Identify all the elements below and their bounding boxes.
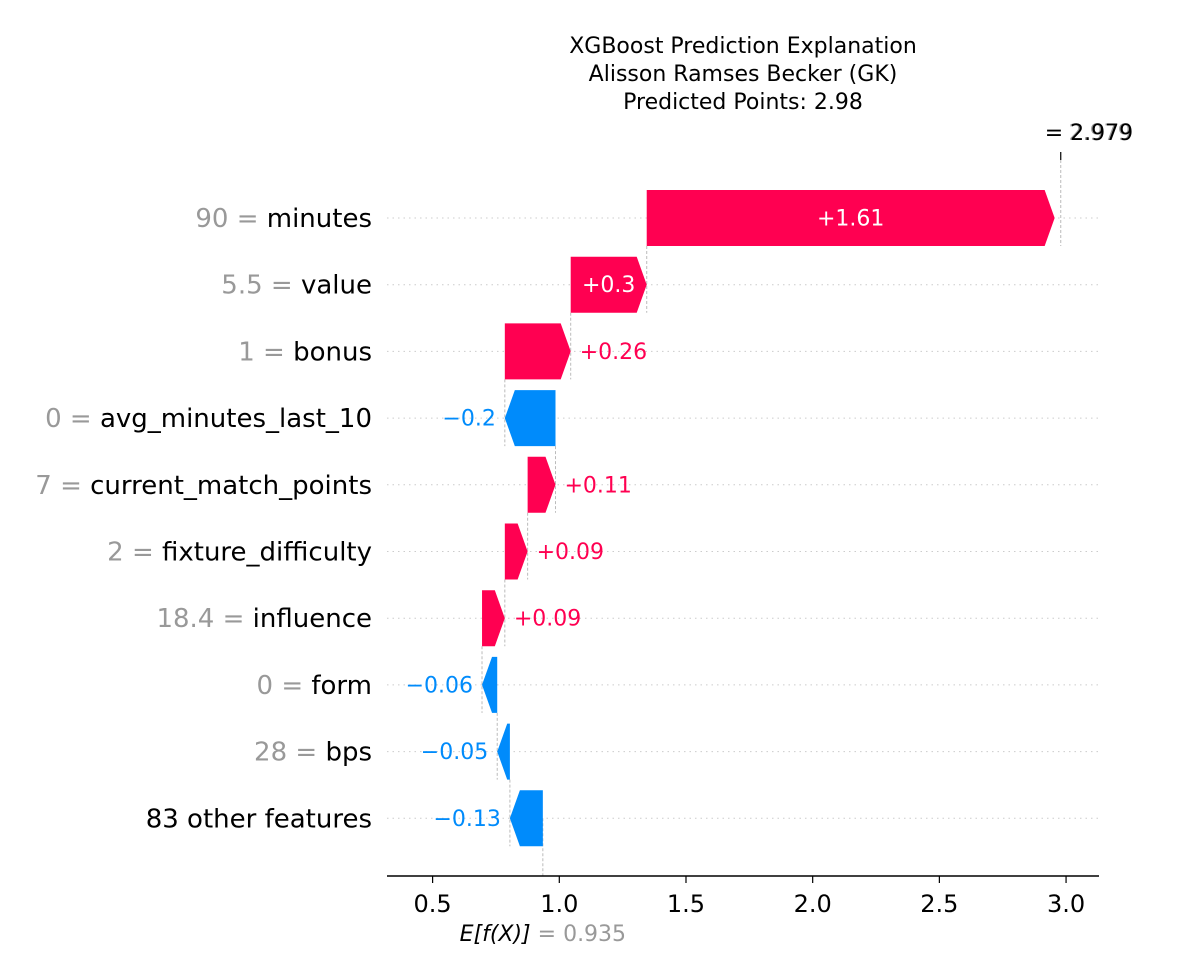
feature-value: 28 = [254,738,325,768]
output-value-label: = 2.979 [1045,121,1133,146]
labels: +1.61 90 = minutes +0.3 5.5 = value +0.26 1 =… [35,204,884,834]
grid-lines [387,217,1099,819]
base-value-label: E[f(X)] = 0.935 [460,922,626,947]
x-axis: 0.5 1.0 1.5 2.0 2.5 3.0E[f(X)] = 0.9352.979= … [387,121,1133,947]
bar-value-label: −0.06 [406,673,473,698]
feature-label: 2 = fixture_difficulty [107,538,372,568]
bar-value-label: +0.3 [582,273,635,298]
waterfall-bar [527,456,556,513]
waterfall-bar [509,790,543,847]
waterfall-bar [504,323,571,380]
bar-value-label: +0.11 [564,473,631,498]
x-tick-label: 3.0 [1047,890,1085,918]
bar-value-label: +0.26 [580,340,647,365]
feature-name: value [301,271,372,301]
feature-name: influence [253,604,372,634]
waterfall-bar [497,723,510,780]
feature-name: 83 other features [146,804,372,834]
bar-value-label: +1.61 [817,207,884,232]
feature-value: 5.5 = [221,271,301,301]
feature-value: 90 = [195,204,266,234]
bars [482,190,1055,847]
bar-value-label: −0.2 [442,407,495,432]
feature-value: 7 = [35,471,90,501]
feature-label: 90 = minutes [195,204,372,234]
feature-name: avg_minutes_last_10 [100,404,372,434]
waterfall-bar [646,190,1055,246]
feature-value: 0 = [45,404,100,434]
connector-lines [481,160,1062,876]
feature-value: 18.4 = [156,604,252,634]
feature-label: 0 = avg_minutes_last_10 [45,404,372,434]
feature-name: bonus [293,337,372,367]
chart-title: XGBoost Prediction Explanation Alisson R… [569,34,917,115]
feature-label: 28 = bps [254,738,372,768]
waterfall-bar [570,256,647,313]
base-value-number: = 0.935 [538,922,626,947]
x-tick-label: 2.0 [794,890,832,918]
waterfall-bar [482,656,498,713]
bar-value-label: −0.13 [433,807,500,832]
feature-name: minutes [267,204,372,234]
feature-label: 0 = form [257,671,372,701]
feature-value: 0 = [257,671,312,701]
feature-label: 83 other features [146,804,372,834]
feature-value: 2 = [107,538,162,568]
feature-value: 1 = [238,337,293,367]
feature-label: 7 = current_match_points [35,471,372,501]
x-tick-label: 1.5 [667,890,705,918]
x-tick-label: 1.0 [540,890,578,918]
feature-label: 1 = bonus [238,337,372,367]
x-tick-label: 2.5 [920,890,958,918]
waterfall-bar [504,390,556,447]
bar-value-label: +0.09 [514,607,581,632]
feature-label: 18.4 = influence [156,604,372,634]
bar-value-label: −0.05 [421,740,488,765]
title-line-player: Alisson Ramses Becker (GK) [589,62,898,87]
base-value-math: E[f(X)] [460,922,538,947]
waterfall-bar [504,523,528,580]
feature-name: current_match_points [90,471,372,501]
title-line-model: XGBoost Prediction Explanation [569,34,917,59]
feature-label: 5.5 = value [221,271,372,301]
feature-name: bps [325,738,372,768]
feature-name: form [311,671,372,701]
bar-value-label: +0.09 [537,540,604,565]
output-value-gray-label: 2.979 [1069,121,1132,146]
feature-name: fixture_difficulty [162,538,372,568]
x-tick-label: 0.5 [414,890,452,918]
title-line-prediction: Predicted Points: 2.98 [623,90,863,115]
waterfall-bar [482,590,505,647]
